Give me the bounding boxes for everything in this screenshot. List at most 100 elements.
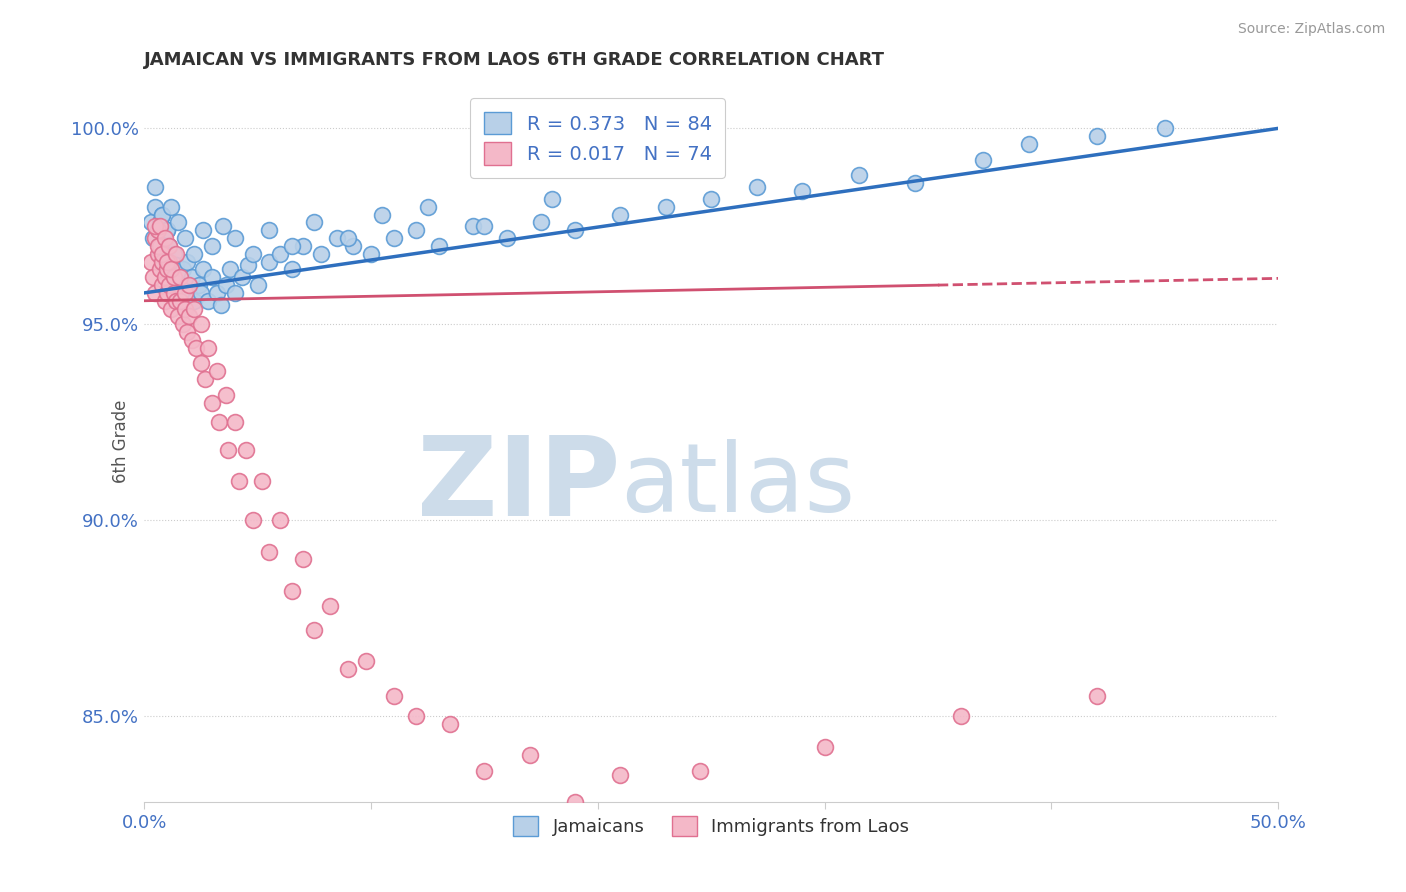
Legend: Jamaicans, Immigrants from Laos: Jamaicans, Immigrants from Laos (506, 808, 917, 844)
Point (146, 223, 169, 237)
Point (190, 356, 212, 370)
Point (405, 709, 427, 723)
Point (201, 270, 224, 285)
Point (190, 318, 212, 332)
Point (179, 310, 201, 324)
Point (169, 285, 191, 300)
Point (150, 246, 173, 260)
Point (472, 764, 495, 778)
Point (145, 285, 167, 300)
Point (150, 254, 173, 268)
Point (174, 231, 197, 245)
Point (145, 219, 167, 234)
Point (146, 246, 169, 260)
Point (689, 764, 711, 778)
Point (949, 709, 972, 723)
Point (176, 254, 198, 268)
Point (564, 223, 586, 237)
Point (382, 690, 405, 704)
Point (405, 223, 427, 237)
Point (231, 270, 253, 285)
Point (461, 219, 484, 234)
Point (142, 270, 165, 285)
Point (179, 278, 201, 293)
Point (242, 513, 264, 527)
Point (745, 180, 768, 194)
Point (904, 176, 927, 190)
Point (235, 442, 257, 457)
Point (156, 262, 179, 277)
Point (208, 415, 231, 429)
Point (242, 246, 264, 260)
Point (186, 341, 208, 355)
Point (609, 208, 631, 222)
Point (224, 415, 246, 429)
Point (156, 223, 179, 237)
Point (162, 270, 184, 285)
Point (139, 215, 162, 229)
Point (224, 285, 246, 300)
Point (269, 246, 291, 260)
Point (183, 293, 205, 308)
Point (183, 246, 205, 260)
Point (655, 200, 678, 214)
Point (291, 239, 314, 253)
Point (302, 215, 325, 229)
Point (257, 254, 280, 268)
Point (149, 215, 172, 229)
Point (150, 208, 173, 222)
Point (145, 180, 167, 194)
Point (139, 254, 162, 268)
Point (382, 231, 405, 245)
Point (291, 552, 314, 566)
Point (157, 239, 180, 253)
Point (150, 208, 173, 222)
Point (146, 223, 169, 237)
Point (156, 223, 179, 237)
Point (160, 301, 183, 316)
Point (180, 333, 202, 347)
Point (1153, 121, 1175, 136)
Point (183, 301, 205, 316)
Point (1018, 136, 1040, 151)
Point (972, 153, 994, 167)
Point (197, 341, 219, 355)
Text: atlas: atlas (620, 439, 855, 532)
Point (309, 246, 332, 260)
Point (160, 200, 183, 214)
Point (157, 278, 180, 293)
Point (174, 285, 197, 300)
Point (153, 270, 176, 285)
Point (191, 262, 214, 277)
Point (150, 278, 173, 293)
Point (342, 239, 364, 253)
Point (149, 239, 172, 253)
Point (201, 395, 224, 409)
Point (356, 654, 378, 668)
Point (228, 474, 250, 488)
Point (156, 285, 179, 300)
Text: JAMAICAN VS IMMIGRANTS FROM LAOS 6TH GRADE CORRELATION CHART: JAMAICAN VS IMMIGRANTS FROM LAOS 6TH GRA… (143, 51, 886, 69)
Point (541, 192, 564, 206)
Point (416, 200, 439, 214)
Point (700, 192, 723, 206)
Point (157, 254, 180, 268)
Point (197, 293, 219, 308)
Point (212, 219, 235, 234)
Point (238, 259, 260, 273)
Point (149, 246, 172, 260)
Point (172, 318, 194, 332)
Point (165, 246, 187, 260)
Point (813, 740, 835, 755)
Point (280, 262, 302, 277)
Point (319, 599, 342, 614)
Point (246, 278, 269, 293)
Point (167, 215, 190, 229)
Point (439, 717, 461, 731)
Point (165, 259, 187, 273)
Point (360, 246, 382, 260)
Point (167, 270, 190, 285)
Point (149, 219, 172, 234)
Point (162, 278, 184, 293)
Point (257, 544, 280, 558)
